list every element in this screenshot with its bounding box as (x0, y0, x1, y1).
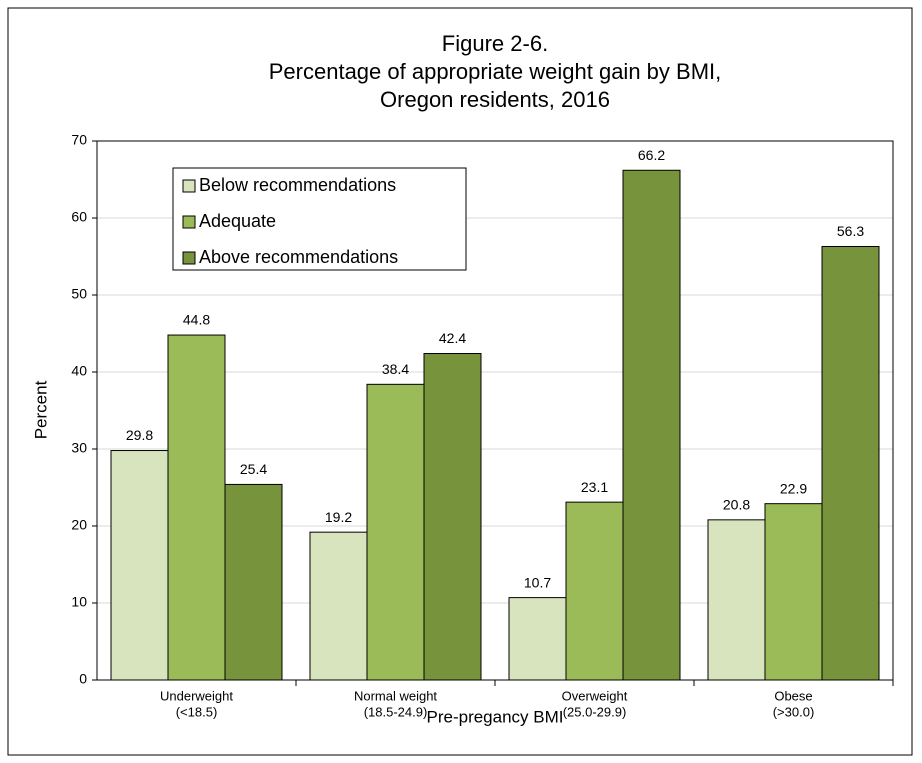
data-label: 44.8 (183, 312, 210, 328)
bar (167, 334, 226, 681)
data-label: 10.7 (524, 574, 551, 590)
chart-title: Oregon residents, 2016 (380, 87, 610, 112)
legend-label: Adequate (199, 211, 276, 231)
x-axis-label: Pre-pregancy BMI (427, 707, 564, 726)
data-label: 29.8 (126, 427, 153, 443)
x-tick-label: Overweight (562, 688, 628, 703)
y-tick-label: 60 (71, 209, 87, 225)
x-tick-label: Normal weight (354, 688, 437, 703)
data-label: 20.8 (723, 497, 750, 513)
y-tick-label: 0 (79, 671, 87, 687)
y-tick-label: 50 (71, 286, 87, 302)
bar (622, 169, 681, 681)
y-tick-label: 40 (71, 363, 87, 379)
y-tick-label: 20 (71, 517, 87, 533)
bar (764, 503, 823, 681)
y-tick-label: 10 (71, 594, 87, 610)
x-tick-label: (18.5-24.9) (364, 704, 428, 719)
chart-title: Figure 2-6. (442, 31, 548, 56)
plot-border (96, 140, 894, 681)
legend-box (172, 167, 467, 271)
bar (366, 383, 425, 681)
data-label: 38.4 (382, 361, 409, 377)
y-tick-label: 70 (71, 132, 87, 148)
data-label: 42.4 (439, 330, 466, 346)
legend-label: Above recommendations (199, 247, 398, 267)
x-tick-label: (25.0-29.9) (563, 704, 627, 719)
data-label: 66.2 (638, 147, 665, 163)
legend-marker (182, 251, 196, 265)
legend-label: Below recommendations (199, 175, 396, 195)
x-tick-label: (>30.0) (773, 704, 815, 719)
bar (821, 245, 880, 681)
data-label: 25.4 (240, 461, 267, 477)
y-axis-label: Percent (31, 380, 50, 439)
bar (423, 353, 482, 681)
data-label: 23.1 (581, 479, 608, 495)
legend-marker (182, 179, 196, 193)
chart-title: Percentage of appropriate weight gain by… (269, 59, 722, 84)
bar (224, 483, 283, 681)
x-tick-label: Underweight (160, 688, 233, 703)
bar (508, 597, 567, 681)
data-label: 56.3 (837, 223, 864, 239)
bar (707, 519, 766, 681)
legend-marker (182, 215, 196, 229)
bar (110, 450, 169, 681)
bar (565, 501, 624, 681)
data-label: 22.9 (780, 480, 807, 496)
bar (309, 531, 368, 681)
data-label: 19.2 (325, 509, 352, 525)
y-tick-label: 30 (71, 440, 87, 456)
x-tick-label: Obese (774, 688, 812, 703)
x-tick-label: (<18.5) (176, 704, 218, 719)
